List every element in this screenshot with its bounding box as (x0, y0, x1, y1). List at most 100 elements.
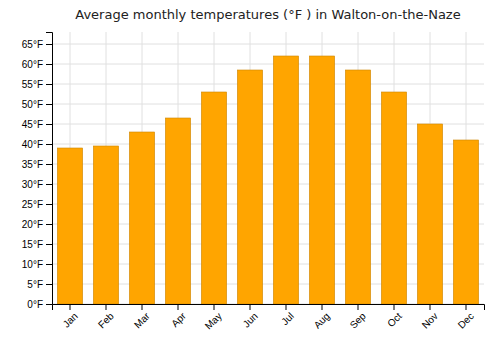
x-tick-mark (394, 304, 395, 310)
x-tick-mark (70, 304, 71, 310)
y-tick: 15°F (22, 239, 52, 250)
x-tick: Feb (96, 304, 116, 330)
y-tick: 30°F (22, 179, 52, 190)
bar (57, 148, 82, 304)
x-tick-label: Jan (61, 310, 80, 329)
x-tick-label: Dec (456, 310, 476, 330)
y-tick-mark (46, 284, 52, 285)
x-tick-label: Aug (312, 310, 332, 330)
y-tick: 10°F (22, 259, 52, 270)
y-axis-line (46, 33, 53, 305)
bar (237, 70, 262, 304)
y-axis: 0°F 5°F 10°F 15°F 20°F 25°F 30°F 35°F 40°F 45°F 50… (22, 33, 53, 310)
x-tick: Dec (456, 304, 476, 331)
bars (57, 56, 478, 304)
plot: Jan Feb Mar Apr May Jun Jul Aug Sep Oct Nov Dec 0°F 5… (22, 32, 485, 332)
y-tick: 0°F (27, 299, 52, 310)
y-tick-mark (46, 104, 52, 105)
grid-line-y (52, 64, 484, 65)
y-tick-mark (46, 144, 52, 145)
y-tick-label: 60°F (22, 59, 43, 70)
y-tick-label: 10°F (22, 259, 43, 270)
y-tick-label: 5°F (27, 279, 43, 290)
y-tick: 40°F (22, 139, 52, 150)
y-tick-label: 30°F (22, 179, 43, 190)
y-tick-label: 20°F (22, 219, 43, 230)
x-tick-label: Sep (348, 310, 369, 331)
x-tick-mark (250, 304, 251, 310)
y-tick-mark (46, 164, 52, 165)
grid-line-y (52, 84, 484, 85)
y-tick: 20°F (22, 219, 52, 230)
y-tick-mark (46, 304, 52, 305)
x-tick-mark (214, 304, 215, 310)
x-tick: Mar (132, 304, 152, 330)
x-tick: Jul (279, 304, 296, 327)
grid (52, 32, 484, 304)
x-axis-line (53, 305, 485, 311)
y-tick-mark (46, 184, 52, 185)
x-tick-mark (106, 304, 107, 310)
grid-line-y (52, 44, 484, 45)
y-tick: 55°F (22, 79, 52, 90)
bar (453, 140, 478, 304)
x-tick-label: Jun (241, 310, 260, 329)
x-tick: Sep (348, 304, 369, 331)
y-tick-label: 15°F (22, 239, 43, 250)
x-tick: May (203, 304, 224, 332)
y-tick: 35°F (22, 159, 52, 170)
y-tick-mark (46, 44, 52, 45)
grid-line-y (52, 104, 484, 105)
chart: Jan Feb Mar Apr May Jun Jul Aug Sep Oct Nov Dec 0°F 5… (0, 0, 500, 350)
y-tick-mark (46, 204, 52, 205)
y-tick-mark (46, 264, 52, 265)
y-tick: 5°F (27, 279, 52, 290)
x-tick-mark (466, 304, 467, 310)
y-tick-label: 55°F (22, 79, 43, 90)
y-tick-mark (46, 124, 52, 125)
x-tick-label: May (203, 310, 224, 331)
bar (309, 56, 334, 304)
y-tick-mark (46, 64, 52, 65)
y-tick: 25°F (22, 199, 52, 210)
x-tick-label: Oct (385, 310, 404, 329)
x-tick: Nov (420, 304, 440, 331)
y-tick: 65°F (22, 39, 52, 50)
bar (93, 146, 118, 304)
x-tick-mark (286, 304, 287, 310)
x-tick-mark (142, 304, 143, 310)
y-tick-label: 0°F (27, 299, 43, 310)
y-tick: 50°F (22, 99, 52, 110)
y-tick-label: 40°F (22, 139, 43, 150)
bar (417, 124, 442, 304)
y-tick-label: 45°F (22, 119, 43, 130)
x-tick: Aug (312, 304, 332, 331)
y-tick: 45°F (22, 119, 52, 130)
bar (201, 92, 226, 304)
x-tick: Jan (61, 304, 80, 330)
x-tick-mark (322, 304, 323, 310)
y-tick-label: 35°F (22, 159, 43, 170)
bar (165, 118, 190, 304)
y-tick-mark (46, 224, 52, 225)
y-tick-label: 25°F (22, 199, 43, 210)
x-axis: Jan Feb Mar Apr May Jun Jul Aug Sep Oct Nov Dec (53, 304, 485, 332)
x-tick-mark (178, 304, 179, 310)
x-tick-mark (430, 304, 431, 310)
x-tick-label: Nov (420, 310, 440, 330)
x-tick: Apr (169, 304, 188, 329)
bar (273, 56, 298, 304)
bar (129, 132, 154, 304)
title: Average monthly temperatures (°F ) in Wa… (75, 7, 460, 22)
x-tick: Jun (241, 304, 260, 330)
x-tick-label: Apr (169, 310, 188, 329)
y-tick: 60°F (22, 59, 52, 70)
bar (381, 92, 406, 304)
bar (345, 70, 370, 304)
x-tick: Oct (385, 304, 404, 329)
x-tick-mark (358, 304, 359, 310)
y-tick-label: 65°F (22, 39, 43, 50)
y-tick-mark (46, 244, 52, 245)
x-tick-label: Jul (279, 310, 296, 327)
x-tick-label: Feb (96, 310, 116, 330)
